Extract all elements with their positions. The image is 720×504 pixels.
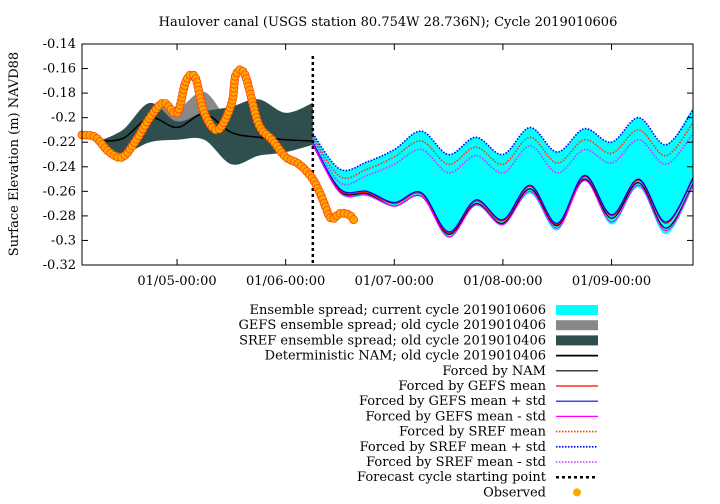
- y-tick-label: -0.16: [43, 62, 76, 77]
- x-tick-label: 01/09-00:00: [572, 274, 651, 289]
- plot-frame: [81, 43, 694, 266]
- legend-label: Ensemble spread; current cycle 201901060…: [250, 303, 546, 318]
- legend-label: Forced by NAM: [442, 364, 546, 379]
- line-forced-by-sref-mean: [312, 122, 694, 180]
- band-ensemble-spread-current-cycle-2019010606: [312, 107, 693, 239]
- legend-label: Forced by GEFS mean + std: [359, 394, 546, 409]
- legend-swatch: [556, 305, 598, 315]
- y-tick-label: -0.3: [51, 233, 76, 248]
- y-tick-label: -0.18: [43, 86, 76, 101]
- x-tick-label: 01/08-00:00: [463, 274, 542, 289]
- legend-label: GEFS ensemble spread; old cycle 20190104…: [238, 318, 546, 333]
- chart-title: Haulover canal (USGS station 80.754W 28.…: [159, 15, 618, 30]
- x-tick-label: 01/07-00:00: [355, 274, 434, 289]
- axes: -0.14 -0.16 -0.18 -0.2 -0.22 -0.24 -0.26 -0.28 -…: [43, 37, 693, 289]
- legend-swatch: [556, 335, 598, 346]
- plot-area: [77, 56, 694, 265]
- line-forced-by-sref-mean-std: [312, 109, 694, 172]
- legend-swatch: [573, 488, 581, 497]
- line-forced-by-gefs-mean: [312, 141, 694, 234]
- legend-label: Forced by SREF mean: [399, 425, 547, 440]
- observed-point: [349, 215, 359, 225]
- legend-label: SREF ensemble spread; old cycle 20190104…: [239, 333, 546, 348]
- legend-label: Observed: [483, 485, 546, 500]
- legend-label: Forced by GEFS mean - std: [365, 409, 546, 424]
- legend-swatch: [556, 320, 598, 331]
- y-tick-label: -0.28: [43, 209, 76, 224]
- legend-label: Forecast cycle starting point: [357, 470, 547, 485]
- y-tick-label: -0.14: [43, 37, 76, 52]
- line-forced-by-gefs-mean-std: [312, 141, 694, 233]
- x-tick-label: 01/06-00:00: [246, 274, 325, 289]
- y-tick-label: -0.22: [43, 135, 76, 150]
- y-tick-label: -0.2: [51, 111, 76, 126]
- legend-label: Forced by GEFS mean: [398, 379, 546, 394]
- line-forced-by-gefs-mean-std: [312, 143, 694, 238]
- x-tick-label: 01/05-00:00: [137, 274, 216, 289]
- legend-label: Forced by SREF mean + std: [360, 440, 546, 455]
- y-tick-label: -0.24: [43, 160, 76, 175]
- y-axis-label: Surface Elevation (m) NAVD88: [7, 52, 22, 256]
- y-tick-label: -0.32: [43, 258, 76, 273]
- legend: Ensemble spread; current cycle 201901060…: [238, 303, 598, 500]
- line-forced-by-sref-mean-std: [312, 133, 694, 186]
- y-tick-label: -0.26: [43, 184, 76, 199]
- legend-label: Deterministic NAM; old cycle 2019010406: [265, 349, 546, 364]
- legend-label: Forced by SREF mean - std: [366, 455, 546, 470]
- line-forced-by-nam: [312, 144, 694, 235]
